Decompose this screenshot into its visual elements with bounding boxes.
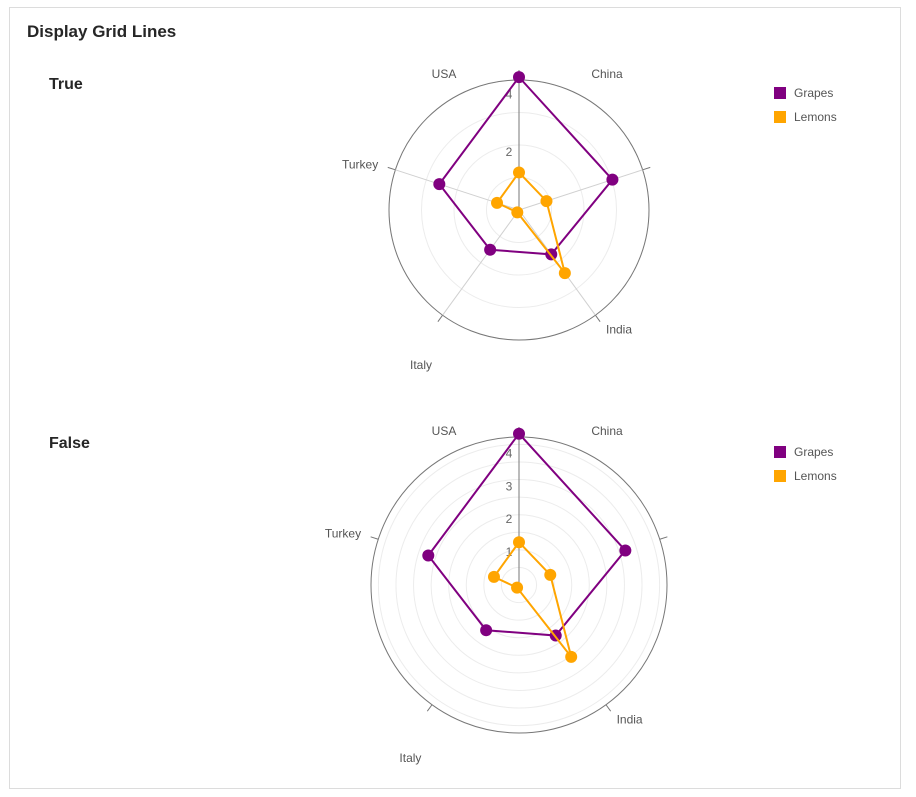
legend-swatch-grapes (774, 87, 786, 99)
panel-title: Display Grid Lines (27, 22, 177, 41)
spoke-line (442, 209, 520, 316)
series-line-grapes (438, 75, 614, 256)
legend-label-grapes: Grapes (794, 86, 834, 100)
data-point-lemons-usa (513, 166, 525, 179)
spoke-tick (605, 704, 612, 712)
category-label-india: India (606, 323, 632, 337)
radial-tick-label: 1 (506, 545, 513, 559)
radial-tick-label: 2 (506, 145, 513, 159)
spoke-line (518, 169, 643, 211)
spoke-tick (426, 704, 433, 712)
category-label-turkey: Turkey (325, 527, 361, 541)
legend-swatch-lemons (774, 470, 786, 482)
data-point-grapes-china (606, 173, 619, 186)
radar-chart-false: 1 2 3 4 USA China India Italy Turkey (325, 424, 668, 765)
data-point-grapes-usa (513, 427, 525, 440)
spoke-tick (659, 536, 668, 540)
data-point-lemons-turkey (491, 196, 504, 209)
legend-item-grapes[interactable]: Grapes (774, 440, 837, 464)
data-point-lemons-china (540, 195, 553, 208)
category-label-turkey: Turkey (342, 157, 378, 171)
radial-tick-label: 3 (506, 479, 513, 493)
legend-swatch-lemons (774, 111, 786, 123)
data-point-lemons-india (558, 267, 571, 280)
series-line-lemons (495, 170, 566, 274)
data-point-lemons-italy (511, 206, 524, 219)
chart-panel: Display Grid Lines (9, 7, 901, 789)
radial-tick-label: 4 (506, 87, 513, 101)
series-line-lemons (492, 540, 573, 658)
data-point-grapes-italy (484, 243, 497, 256)
category-label-india: India (617, 712, 643, 726)
category-label-china: China (591, 67, 623, 81)
data-point-lemons-italy (511, 581, 524, 594)
radar-chart-true: 2 4 USA China India Italy Turkey (342, 67, 651, 372)
series-line-grapes (427, 432, 627, 637)
legend-item-lemons[interactable]: Lemons (774, 464, 837, 488)
spoke-tick (437, 314, 443, 322)
data-point-grapes-usa (513, 71, 525, 84)
data-point-grapes-turkey (422, 549, 435, 562)
legend-item-lemons[interactable]: Lemons (774, 105, 837, 129)
legend-true: Grapes Lemons (774, 81, 837, 129)
legend-label-grapes: Grapes (794, 445, 834, 459)
legend-swatch-grapes (774, 446, 786, 458)
data-point-grapes-turkey (433, 178, 446, 191)
legend-label-lemons: Lemons (794, 469, 837, 483)
category-label-italy: Italy (410, 358, 432, 372)
spoke-tick (595, 314, 601, 322)
data-point-lemons-turkey (487, 570, 500, 583)
data-point-lemons-usa (513, 536, 525, 549)
legend-item-grapes[interactable]: Grapes (774, 81, 837, 105)
category-label-italy: Italy (399, 751, 421, 765)
category-label-usa: USA (432, 67, 457, 81)
spoke-tick (642, 166, 651, 171)
data-point-grapes-italy (480, 624, 493, 637)
data-point-lemons-india (565, 650, 578, 663)
legend-false: Grapes Lemons (774, 440, 837, 488)
category-label-usa: USA (432, 424, 457, 438)
spoke-tick (387, 166, 396, 171)
spoke-tick (370, 536, 379, 540)
section-title-true: True (49, 76, 83, 93)
data-point-lemons-china (544, 568, 557, 581)
radial-tick-label: 4 (506, 446, 513, 460)
legend-label-lemons: Lemons (794, 110, 837, 124)
radial-tick-label: 2 (506, 512, 513, 526)
data-point-grapes-china (619, 544, 632, 557)
category-label-china: China (591, 424, 623, 438)
section-title-false: False (49, 435, 90, 452)
